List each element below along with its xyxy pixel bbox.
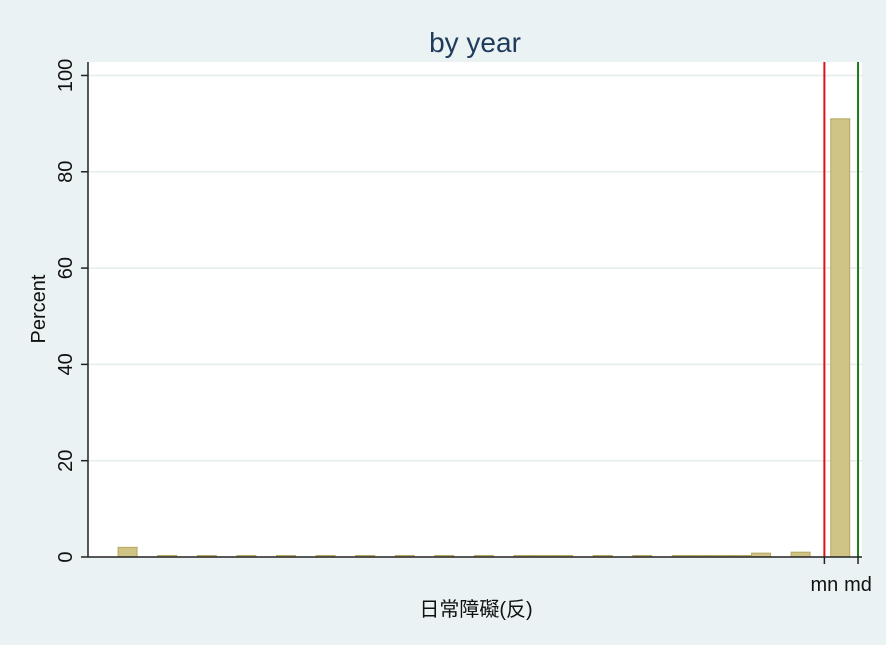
y-tick-label: 60 (55, 257, 77, 279)
chart-title: by year (429, 27, 521, 58)
plot-area (88, 62, 862, 557)
y-tick-label: 20 (55, 450, 77, 472)
x-axis-label: 日常障礙(反) (419, 598, 532, 621)
y-tick-label: 100 (55, 59, 77, 92)
x-tick-label-md: md (844, 574, 872, 596)
y-tick-label: 80 (55, 161, 77, 183)
bar (118, 547, 137, 557)
bar (831, 119, 850, 557)
y-tick-label: 0 (55, 551, 77, 562)
y-tick-label: 40 (55, 353, 77, 375)
y-axis-label: Percent (28, 274, 50, 343)
x-tick-label-mn: mn (810, 574, 838, 596)
